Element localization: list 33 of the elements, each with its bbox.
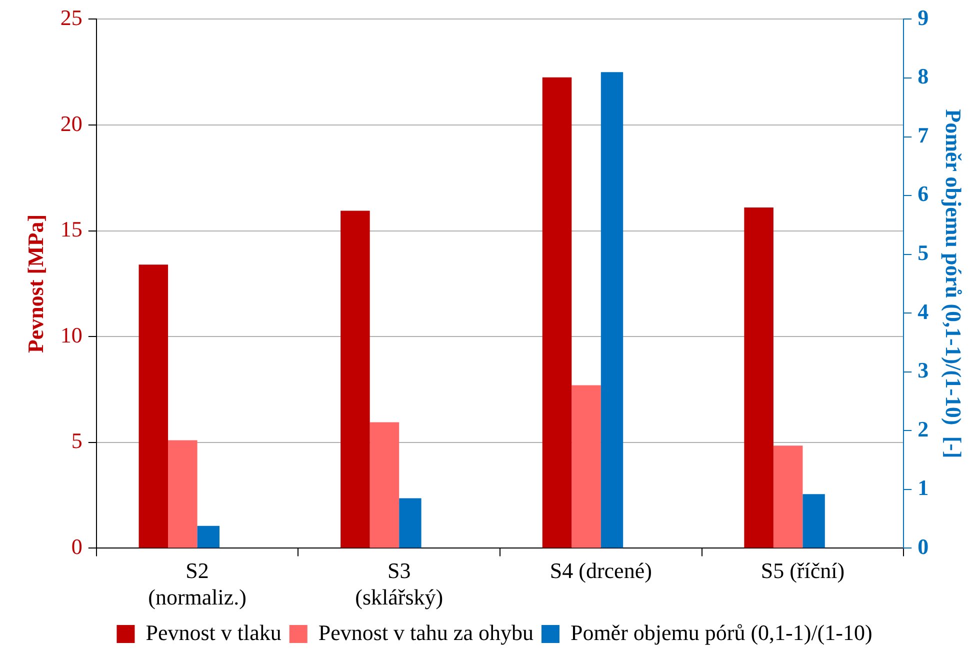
y-tick-label: 15: [60, 216, 82, 242]
y2-tick-label: 6: [918, 181, 929, 206]
y-tick-label: 20: [60, 110, 82, 136]
legend-label: Pevnost v tlaku: [146, 620, 282, 645]
y-tick-label: 10: [60, 322, 82, 348]
legend-label: Poměr objemu pórů (0,1-1)/(1-10): [570, 620, 872, 645]
bar: [600, 72, 624, 548]
y2-axis-title: Poměr objemu pórů (0,1-1)/(1-10) [-]: [941, 109, 966, 458]
x-tick-label: S5 (říční): [760, 558, 845, 584]
bar: [370, 422, 400, 548]
y-tick-label: 5: [71, 428, 82, 454]
y2-tick-label: 9: [918, 4, 929, 30]
y2-tick-label: 7: [918, 122, 929, 148]
bar: [340, 210, 370, 548]
y2-tick-label: 8: [918, 64, 929, 89]
bar: [542, 77, 572, 548]
y2-tick-label: 0: [918, 534, 929, 559]
y2-tick-label: 5: [918, 240, 929, 265]
y2-tick-label: 3: [918, 358, 929, 383]
x-tick-label: S2 (normaliz.): [148, 558, 246, 610]
y2-tick-label: 2: [918, 416, 929, 442]
bar: [168, 440, 198, 548]
y-tick-label: 25: [60, 4, 82, 30]
y-tick-label: 0: [71, 534, 82, 559]
x-tick-label: S3 (sklářský): [355, 558, 444, 610]
legend-label: Pevnost v tahu za ohybu: [318, 620, 534, 645]
y2-tick-label: 4: [918, 298, 929, 324]
y2-tick-label: 1: [918, 475, 929, 500]
bar: [138, 264, 168, 548]
bar: [744, 208, 774, 548]
y-axis-title: Pevnost [MPa]: [22, 214, 48, 354]
bar: [197, 526, 220, 548]
x-tick-label: S4 (drcené): [550, 558, 652, 584]
